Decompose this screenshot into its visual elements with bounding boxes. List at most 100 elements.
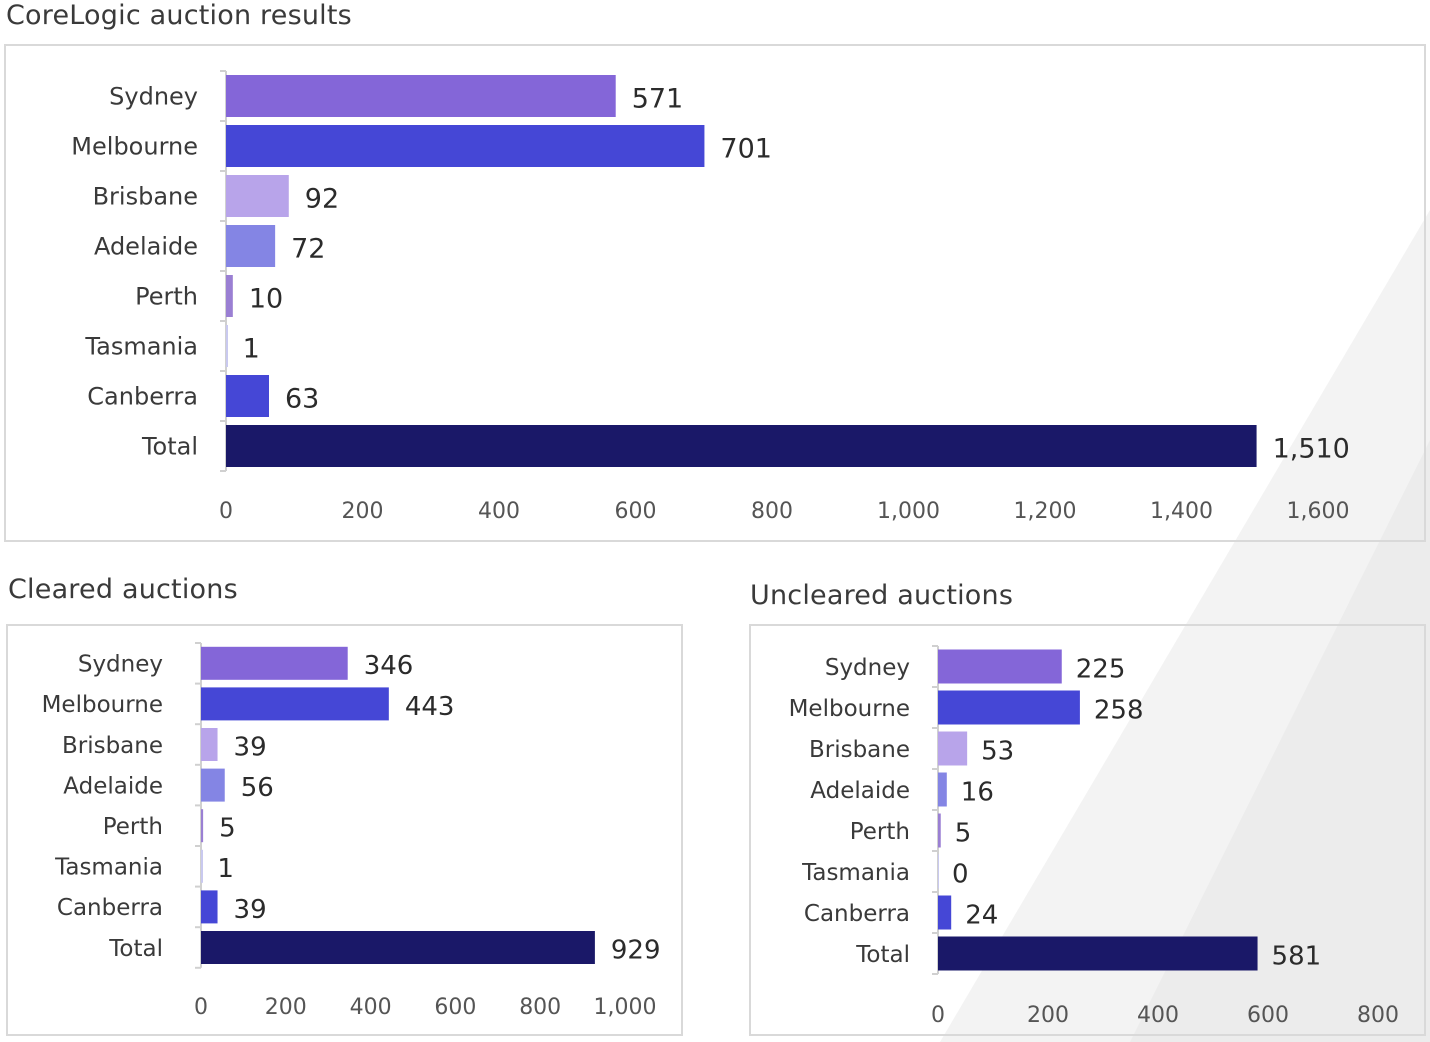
value-label-total: 581 — [1272, 941, 1322, 971]
value-label-sydney: 225 — [1076, 654, 1126, 684]
category-label-adelaide: Adelaide — [94, 233, 198, 261]
x-tick-label: 1,200 — [1014, 499, 1077, 524]
value-label-perth: 5 — [219, 814, 236, 844]
value-label-total: 1,510 — [1273, 433, 1350, 464]
main-chart-title: CoreLogic auction results — [6, 0, 352, 31]
x-tick-label: 1,000 — [594, 995, 657, 1020]
value-label-adelaide: 16 — [961, 777, 994, 807]
value-label-canberra: 24 — [965, 900, 998, 930]
x-tick-label: 600 — [434, 995, 476, 1020]
category-label-brisbane: Brisbane — [62, 733, 163, 759]
bar-sydney — [201, 646, 348, 680]
category-label-melbourne: Melbourne — [789, 696, 910, 722]
category-label-melbourne: Melbourne — [71, 133, 198, 161]
x-tick-label: 400 — [478, 499, 520, 524]
uncleared-chart-title: Uncleared auctions — [750, 580, 1014, 611]
bar-melbourne — [201, 687, 389, 721]
main-chart: Sydney 571 Melbourne 701 Brisbane 92 Adelaide 7… — [71, 70, 1350, 524]
cleared-chart-title: Cleared auctions — [8, 574, 238, 605]
bar-brisbane — [938, 731, 968, 766]
bar-adelaide — [938, 772, 947, 807]
category-label-adelaide: Adelaide — [810, 778, 910, 804]
category-label-total: Total — [855, 942, 910, 968]
value-label-tasmania: 1 — [217, 854, 234, 884]
value-label-total: 929 — [611, 935, 661, 965]
value-label-adelaide: 56 — [241, 773, 274, 803]
value-label-adelaide: 72 — [291, 233, 325, 264]
category-label-total: Total — [108, 936, 163, 962]
x-tick-label: 200 — [265, 995, 307, 1020]
category-label-perth: Perth — [135, 283, 198, 311]
category-label-canberra: Canberra — [804, 901, 910, 927]
x-tick-label: 800 — [1357, 1003, 1399, 1028]
bar-brisbane — [201, 728, 218, 761]
value-label-tasmania: 0 — [952, 859, 969, 889]
x-tick-label: 200 — [1027, 1003, 1069, 1028]
x-tick-label: 800 — [519, 995, 561, 1020]
bar-canberra — [938, 895, 952, 930]
cleared-chart-frame — [6, 624, 683, 1036]
x-tick-label: 0 — [194, 995, 208, 1020]
bar-tasmania — [226, 325, 228, 367]
uncleared-chart-frame — [749, 624, 1426, 1036]
bar-canberra — [226, 375, 269, 417]
value-label-canberra: 63 — [285, 383, 319, 414]
x-tick-label: 400 — [1137, 1003, 1179, 1028]
category-label-canberra: Canberra — [87, 383, 198, 411]
bar-adelaide — [226, 225, 276, 267]
value-label-melbourne: 258 — [1094, 695, 1144, 725]
bar-brisbane — [226, 175, 289, 217]
bar-adelaide — [201, 768, 225, 802]
category-label-perth: Perth — [850, 819, 910, 845]
bar-tasmania — [201, 849, 203, 883]
bar-perth — [226, 275, 233, 317]
bar-total — [226, 425, 1257, 467]
x-tick-label: 1,400 — [1150, 499, 1213, 524]
x-tick-label: 600 — [1247, 1003, 1289, 1028]
bar-canberra — [201, 890, 218, 924]
bar-melbourne — [938, 690, 1080, 725]
x-tick-label: 0 — [219, 499, 233, 524]
category-label-tasmania: Tasmania — [801, 860, 910, 886]
bar-sydney — [938, 649, 1062, 684]
category-label-total: Total — [141, 433, 198, 461]
bar-total — [938, 936, 1258, 971]
category-label-sydney: Sydney — [825, 655, 910, 681]
value-label-perth: 5 — [955, 818, 972, 848]
value-label-melbourne: 701 — [720, 133, 772, 164]
x-tick-label: 1,600 — [1287, 499, 1350, 524]
bar-tasmania — [938, 854, 939, 889]
bar-perth — [201, 809, 204, 843]
main-chart-frame — [4, 44, 1426, 542]
value-label-tasmania: 1 — [243, 333, 260, 364]
value-label-sydney: 571 — [632, 83, 684, 114]
category-label-tasmania: Tasmania — [84, 333, 198, 361]
x-tick-label: 1,000 — [877, 499, 940, 524]
category-label-brisbane: Brisbane — [93, 183, 198, 211]
category-label-melbourne: Melbourne — [42, 692, 163, 718]
category-label-brisbane: Brisbane — [809, 737, 910, 763]
category-label-adelaide: Adelaide — [63, 773, 163, 799]
x-tick-label: 200 — [342, 499, 384, 524]
x-tick-label: 800 — [751, 499, 793, 524]
value-label-brisbane: 92 — [305, 183, 339, 214]
value-label-brisbane: 39 — [234, 732, 267, 762]
x-tick-label: 0 — [931, 1003, 945, 1028]
value-label-canberra: 39 — [234, 895, 267, 925]
category-label-sydney: Sydney — [78, 652, 163, 678]
value-label-melbourne: 443 — [405, 692, 455, 722]
category-label-canberra: Canberra — [57, 895, 163, 921]
value-label-brisbane: 53 — [981, 736, 1014, 766]
category-label-tasmania: Tasmania — [54, 855, 163, 881]
value-label-perth: 10 — [249, 283, 283, 314]
bar-perth — [938, 813, 941, 848]
x-tick-label: 600 — [615, 499, 657, 524]
bar-sydney — [226, 75, 616, 117]
category-label-sydney: Sydney — [109, 83, 198, 111]
category-label-perth: Perth — [103, 814, 163, 840]
bar-melbourne — [226, 125, 705, 167]
value-label-sydney: 346 — [364, 651, 414, 681]
bar-total — [201, 931, 595, 964]
